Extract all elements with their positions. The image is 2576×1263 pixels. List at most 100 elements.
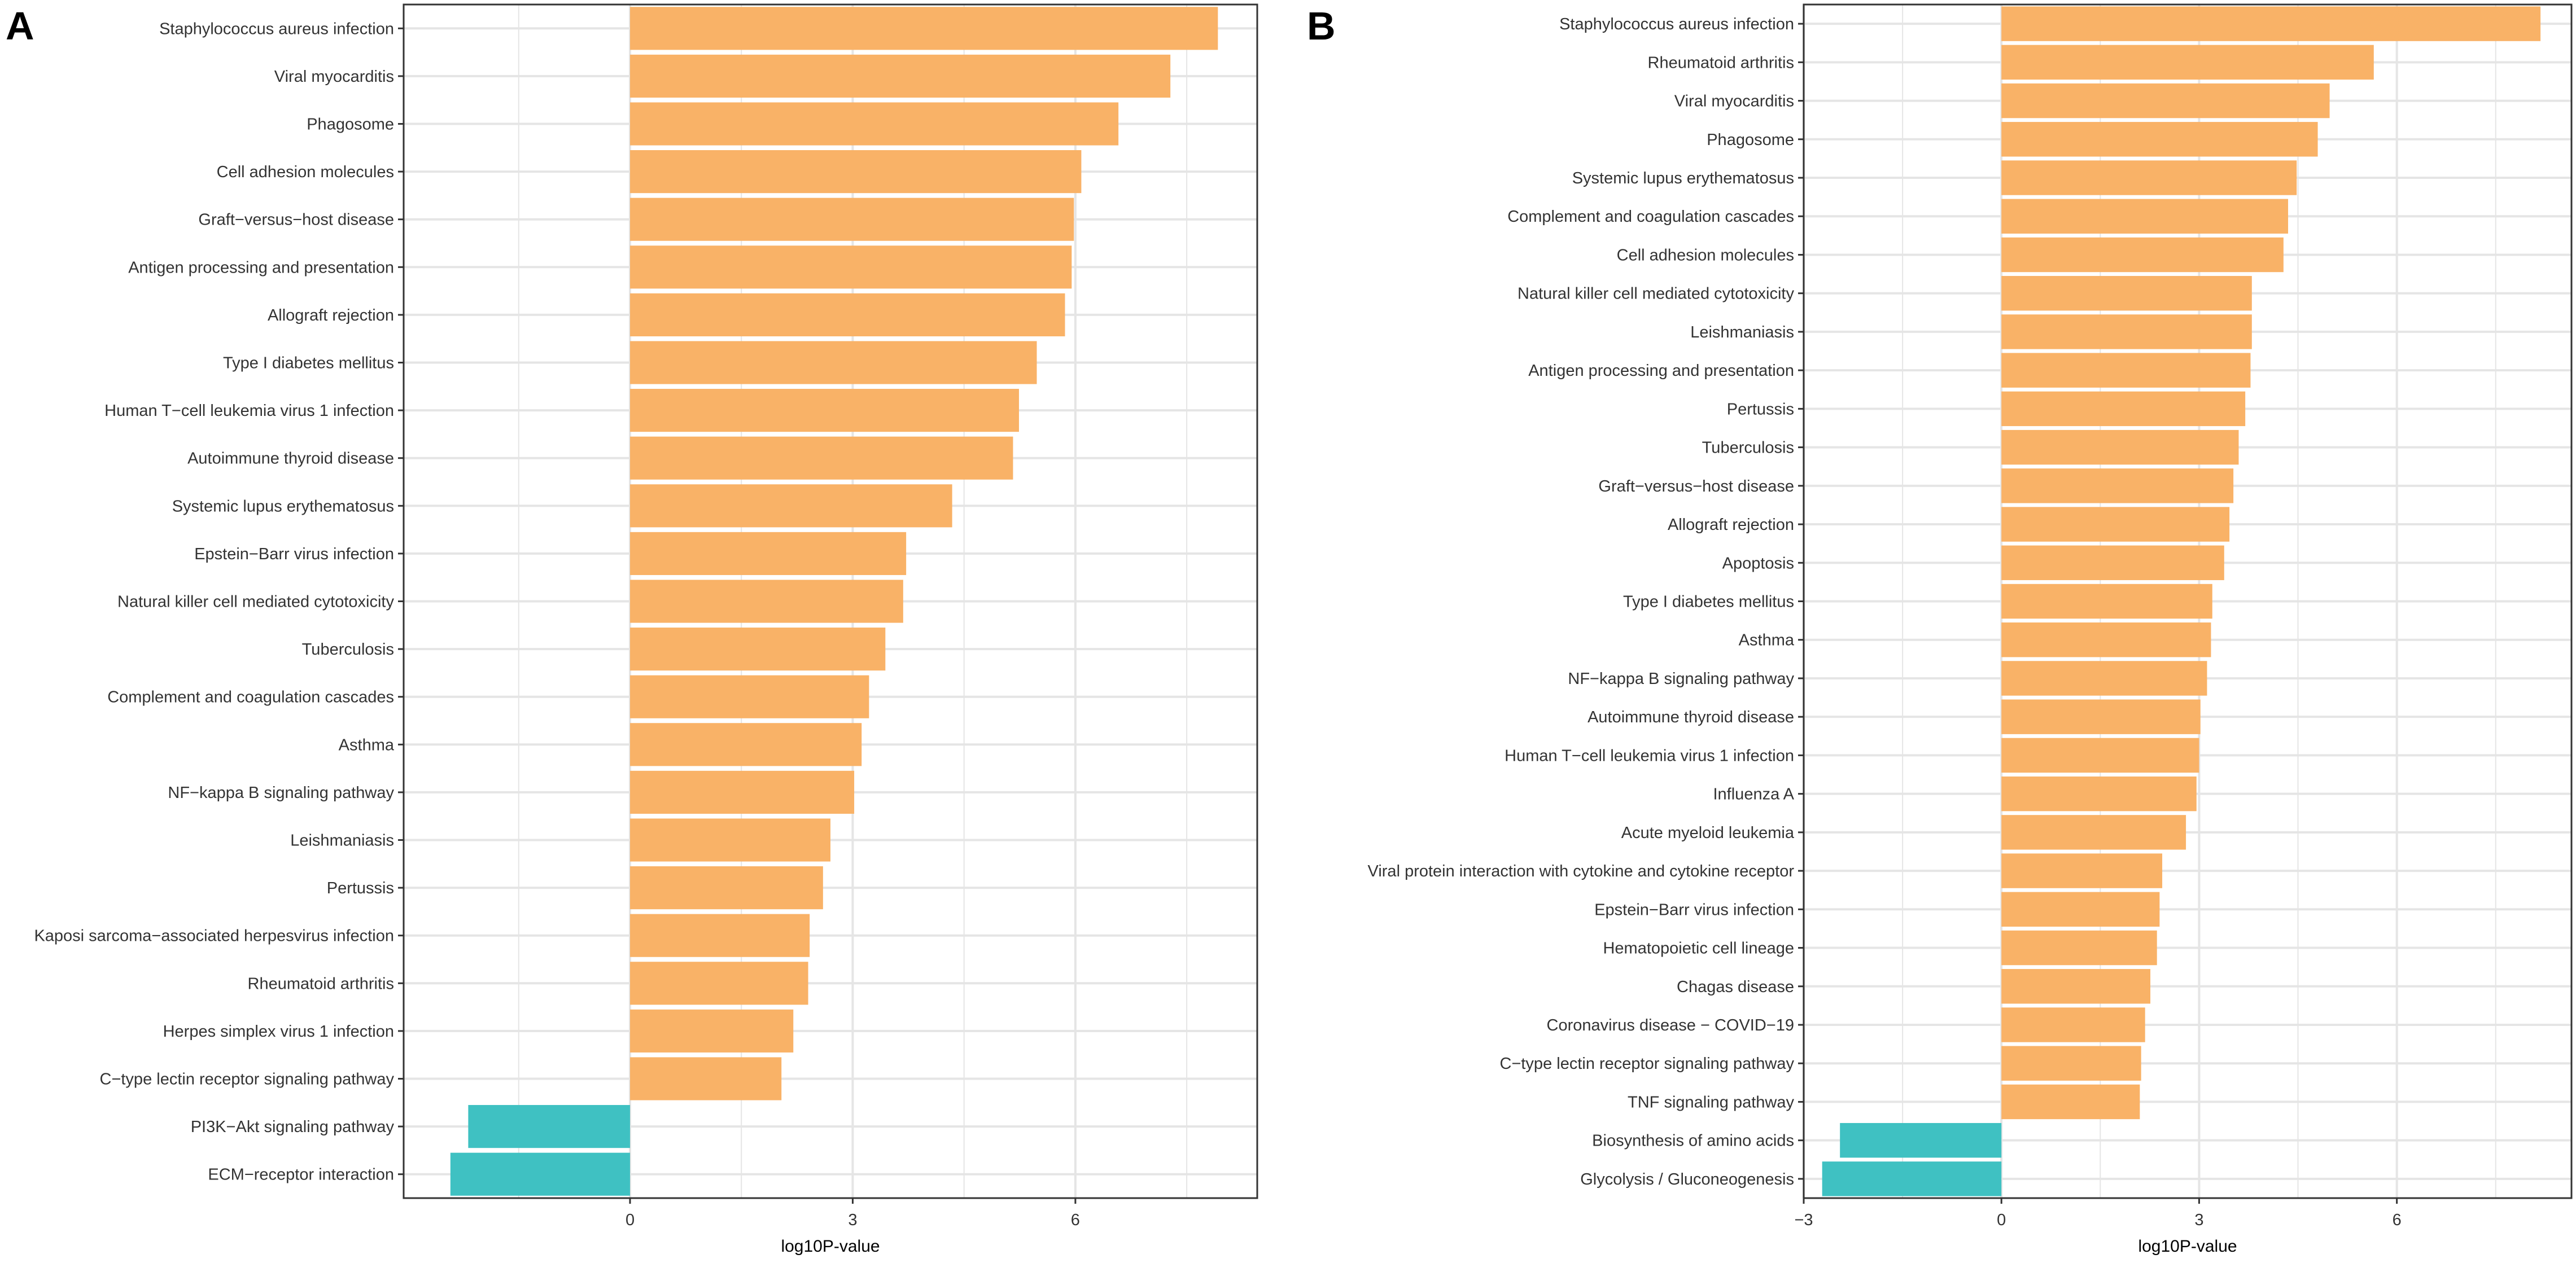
panel-b-category-label: Phagosome: [1707, 131, 1794, 149]
panel-a-x-tick-label: 0: [626, 1211, 635, 1229]
panel-b-category-label: Tuberculosis: [1702, 439, 1794, 457]
panel-a-bar: [630, 7, 1218, 50]
panel-b-category-label: Coronavirus disease − COVID−19: [1547, 1016, 1794, 1034]
panel-a-x-tick-label: 3: [848, 1211, 857, 1229]
panel-b-bar: [2001, 429, 2239, 465]
panel-b-bar: [2001, 738, 2199, 773]
panel-b-bar: [2001, 622, 2211, 657]
panel-b-bar: [2001, 314, 2252, 349]
panel-b-bar: [2001, 83, 2330, 119]
panel-b-bar: [2001, 1084, 2140, 1120]
panel-a-category-label: Antigen processing and presentation: [128, 258, 394, 277]
panel-b-x-tick-label: 3: [2194, 1211, 2203, 1229]
panel-b-bar: [2001, 853, 2163, 888]
panel-b-category-label: TNF signaling pathway: [1628, 1093, 1794, 1111]
panel-a-bars: [450, 7, 1218, 1196]
panel-b-x-tick-label: 6: [2393, 1211, 2402, 1229]
panel-a-category-label: Autoimmune thyroid disease: [187, 450, 394, 468]
panel-a-category-label: Asthma: [339, 736, 395, 754]
panel-b-bar: [2001, 930, 2157, 966]
panel-b-category-label: Human T−cell leukemia virus 1 infection: [1505, 747, 1794, 765]
panel-a-bar: [630, 866, 823, 910]
panel-b-category-label: Complement and coagulation cascades: [1507, 208, 1794, 226]
panel-a-bar: [630, 484, 952, 528]
panel-b-category-label: Viral myocarditis: [1674, 93, 1794, 111]
panel-b-bar: [2001, 1046, 2141, 1081]
panel-b-bar: [2001, 699, 2201, 734]
panel-b-bar: [2001, 776, 2197, 812]
panel-b-bar: [2001, 969, 2151, 1004]
panel-b-bar: [2001, 275, 2252, 311]
panel-b-category-label: NF−kappa B signaling pathway: [1568, 670, 1794, 688]
panel-b-x-tick-label: 0: [1997, 1211, 2006, 1229]
panel-b-category-label: Natural killer cell mediated cytotoxicit…: [1517, 285, 1794, 303]
panel-a-category-label: ECM−receptor interaction: [208, 1166, 394, 1184]
panel-a: A Staphylococcus aureus infection Viral m…: [6, 3, 1258, 1256]
panel-a-bar: [630, 1057, 782, 1100]
panel-a-x-tick-label: 6: [1071, 1211, 1080, 1229]
panel-b-bar: [2001, 892, 2160, 927]
panel-a-bar: [630, 54, 1171, 98]
panel-b-category-label: Pertussis: [1727, 400, 1794, 418]
panel-a-category-label: Graft−versus−host disease: [198, 211, 394, 229]
panel-b-category-label: Autoimmune thyroid disease: [1587, 708, 1794, 726]
panel-b-category-label: Epstein−Barr virus infection: [1594, 901, 1794, 919]
panel-b-bar: [2001, 815, 2186, 850]
panel-a-bar: [630, 770, 855, 814]
panel-b-category-label: Glycolysis / Gluconeogenesis: [1580, 1170, 1794, 1189]
panel-b-category-label: Staphylococcus aureus infection: [1559, 15, 1794, 33]
panel-a-category-label: Phagosome: [307, 116, 394, 134]
panel-a-bar: [630, 532, 907, 575]
panel-a-bar: [630, 245, 1072, 289]
panel-a-category-label: Kaposi sarcoma−associated herpesvirus in…: [34, 927, 394, 945]
panel-b-bar: [1822, 1161, 2002, 1196]
panel-a-category-label: Tuberculosis: [302, 641, 394, 659]
panel-a-category-label: Complement and coagulation cascades: [107, 688, 394, 707]
panel-b-bar: [2001, 1007, 2145, 1042]
panel-b-category-label: Chagas disease: [1677, 978, 1794, 996]
panel-a-category-label: PI3K−Akt signaling pathway: [191, 1118, 395, 1136]
panel-a-bar: [630, 150, 1082, 194]
panel-b-bar: [2001, 584, 2212, 619]
panel-a-category-label: Cell adhesion molecules: [217, 163, 394, 181]
panel-b-bar: [2001, 507, 2230, 542]
panel-b-bar: [2001, 661, 2207, 696]
panel-a-category-label: Rheumatoid arthritis: [248, 975, 395, 993]
panel-b-category-label: Viral protein interaction with cytokine …: [1368, 862, 1795, 880]
panel-a-bar: [630, 962, 808, 1005]
panel-a-category-label: Staphylococcus aureus infection: [159, 20, 394, 38]
panel-b-category-label: Systemic lupus erythematosus: [1572, 169, 1794, 187]
panel-a-bar: [630, 580, 903, 623]
panel-b-category-label: Cell adhesion molecules: [1617, 246, 1794, 264]
panel-a-bar: [630, 723, 862, 766]
panel-a-category-label: Leishmaniasis: [290, 832, 394, 850]
panel-b-category-label: Influenza A: [1713, 786, 1795, 804]
panel-b-bar: [2001, 160, 2297, 195]
panel-a-category-labels: Staphylococcus aureus infection Viral myo…: [34, 20, 404, 1184]
panel-b-bar: [1840, 1122, 2002, 1158]
panel-a-x-ticks: 0 3 6: [626, 1198, 1080, 1229]
panel-a-category-label: Natural killer cell mediated cytotoxicit…: [117, 593, 394, 611]
panel-b-category-label: Rheumatoid arthritis: [1648, 54, 1795, 72]
panel-b-bar: [2001, 6, 2541, 41]
panel-a-bar: [630, 341, 1037, 384]
panel-b-bar: [2001, 468, 2234, 503]
panel-a-category-label: Human T−cell leukemia virus 1 infection: [104, 402, 394, 420]
panel-a-bar: [630, 914, 810, 957]
panel-b-bar: [2001, 545, 2224, 580]
panel-a-category-label: Type I diabetes mellitus: [223, 354, 394, 372]
panel-b-category-label: Hematopoietic cell lineage: [1603, 940, 1794, 958]
panel-b-bar: [2001, 45, 2374, 80]
panel-a-category-label: Allograft rejection: [268, 306, 394, 324]
panel-b-category-label: Graft−versus−host disease: [1598, 477, 1794, 495]
panel-b-category-label: Asthma: [1739, 632, 1795, 650]
panel-a-category-label: Epstein−Barr virus infection: [194, 545, 394, 563]
panel-b-category-label: Biosynthesis of amino acids: [1592, 1132, 1794, 1150]
panel-b-category-label: C−type lectin receptor signaling pathway: [1500, 1055, 1795, 1073]
panel-a-bar: [630, 628, 886, 671]
panel-b-category-label: Type I diabetes mellitus: [1623, 593, 1794, 611]
panel-a-category-label: Pertussis: [327, 879, 394, 897]
panel-b-category-label: Antigen processing and presentation: [1528, 362, 1794, 380]
panel-b-bar: [2001, 122, 2318, 157]
